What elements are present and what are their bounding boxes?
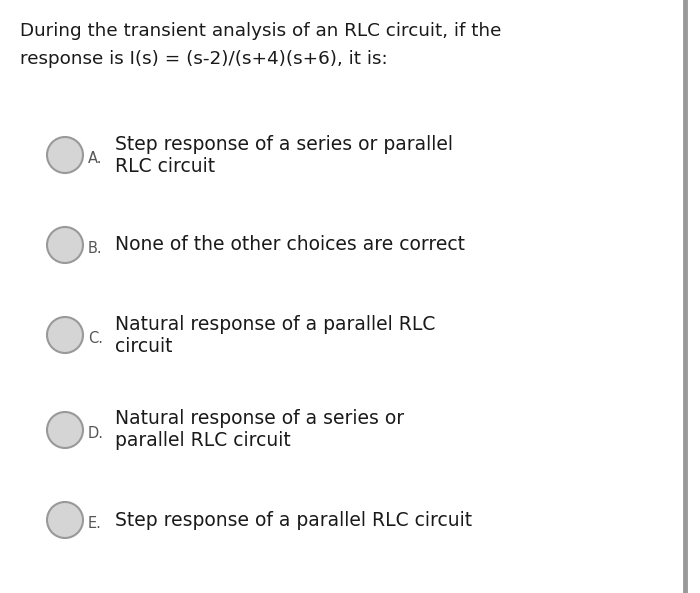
Text: None of the other choices are correct: None of the other choices are correct xyxy=(115,235,465,254)
Text: circuit: circuit xyxy=(115,336,172,355)
Text: A.: A. xyxy=(88,151,102,166)
Text: parallel RLC circuit: parallel RLC circuit xyxy=(115,432,290,451)
Text: response is I(s) = (s-2)/(s+4)(s+6), it is:: response is I(s) = (s-2)/(s+4)(s+6), it … xyxy=(20,50,388,68)
Text: RLC circuit: RLC circuit xyxy=(115,157,215,176)
Text: C.: C. xyxy=(88,331,103,346)
Text: Natural response of a series or: Natural response of a series or xyxy=(115,410,404,429)
Circle shape xyxy=(47,412,83,448)
Text: D.: D. xyxy=(88,426,104,441)
Text: B.: B. xyxy=(88,241,103,256)
Text: Step response of a series or parallel: Step response of a series or parallel xyxy=(115,135,453,154)
Text: During the transient analysis of an RLC circuit, if the: During the transient analysis of an RLC … xyxy=(20,22,501,40)
Text: Step response of a parallel RLC circuit: Step response of a parallel RLC circuit xyxy=(115,511,472,530)
Circle shape xyxy=(47,502,83,538)
Text: Natural response of a parallel RLC: Natural response of a parallel RLC xyxy=(115,314,435,333)
Text: E.: E. xyxy=(88,516,102,531)
Circle shape xyxy=(47,137,83,173)
Circle shape xyxy=(47,227,83,263)
Circle shape xyxy=(47,317,83,353)
